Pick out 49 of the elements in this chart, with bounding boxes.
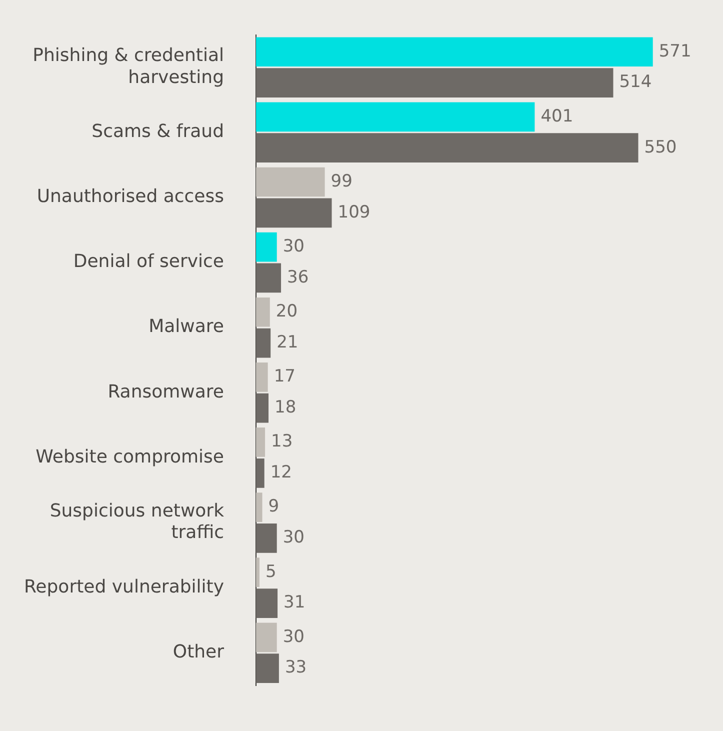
bar (256, 393, 269, 423)
bar (256, 622, 277, 652)
data-label: 36 (287, 267, 309, 288)
bar (256, 524, 277, 553)
data-label: 18 (274, 398, 296, 418)
bar (256, 588, 278, 618)
bar (256, 167, 325, 197)
bar (256, 362, 268, 392)
bar (256, 328, 271, 358)
bar (256, 492, 262, 522)
data-label: 12 (270, 462, 292, 483)
bar (256, 68, 614, 98)
data-label: 109 (338, 202, 370, 222)
y-tick-label: Malware (148, 316, 224, 338)
y-tick-label: Phishing & credential harvesting (32, 45, 224, 88)
data-label: 401 (540, 106, 574, 126)
bar (256, 133, 638, 163)
data-label: 30 (282, 236, 304, 256)
data-label: 30 (282, 528, 304, 548)
data-label: 550 (644, 137, 677, 158)
y-tick-label: Scams & fraud (92, 121, 224, 142)
bar (256, 37, 653, 67)
data-label: 514 (619, 72, 652, 92)
bar (256, 428, 266, 457)
y-tick-label: Website compromise (36, 446, 224, 468)
data-label: 99 (330, 171, 352, 192)
bar (256, 458, 264, 488)
data-label: 571 (658, 41, 692, 62)
data-label: 30 (282, 626, 304, 647)
data-label: 21 (276, 332, 298, 352)
bar (256, 102, 535, 132)
bar (256, 232, 277, 262)
y-tick-label: Reported vulnerability (24, 576, 224, 598)
y-tick-label: Unauthorised access (36, 186, 224, 208)
y-tick-label: Suspicious network traffic (50, 500, 225, 544)
y-tick-label: Other (172, 642, 225, 663)
y-tick-label: Ransomware (108, 381, 224, 402)
bar (256, 263, 282, 293)
data-label: 20 (276, 302, 298, 322)
bar (256, 297, 270, 327)
data-label: 13 (271, 432, 293, 452)
bar (256, 198, 332, 228)
bar (256, 654, 279, 683)
data-label: 33 (284, 658, 307, 678)
data-label: 17 (274, 366, 296, 387)
y-tick-label: Denial of service (73, 251, 224, 272)
data-label: 5 (265, 562, 276, 582)
data-label: 9 (268, 496, 280, 517)
data-label: 31 (284, 592, 306, 613)
